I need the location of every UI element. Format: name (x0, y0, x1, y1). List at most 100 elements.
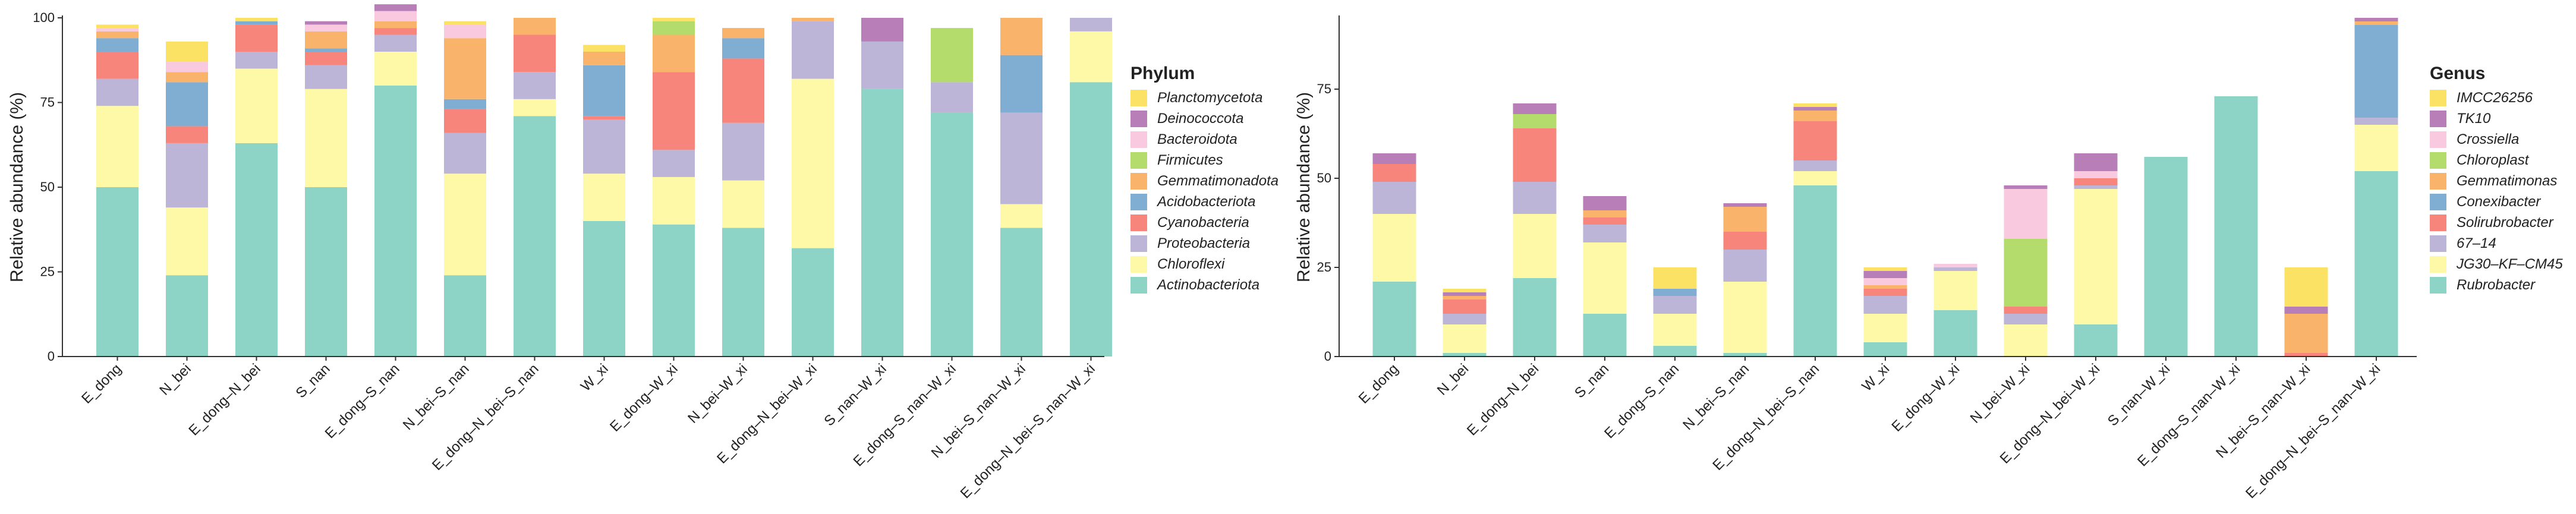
bar-segment-rubrobacter (1583, 314, 1627, 357)
legend-title: Genus (2430, 64, 2485, 83)
x-tick-label: N_bei–S_nan (400, 361, 473, 433)
legend-swatch (1130, 256, 1147, 273)
x-tick-label: N_bei (1434, 361, 1472, 398)
legend-swatch (1130, 90, 1147, 106)
legend-label: Proteobacteria (1157, 235, 1250, 251)
y-tick-label: 75 (1317, 81, 1331, 96)
bar-segment-gemmatimonadota (792, 18, 834, 21)
legend-swatch (1130, 131, 1147, 148)
bar-segment-gemmatimonas (1723, 207, 1767, 232)
bar-segment-jg30-kf-cm45 (2074, 189, 2118, 324)
y-tick-label: 50 (40, 179, 55, 194)
bar-segment-67-14 (1653, 296, 1697, 314)
bar-segment-proteobacteria (1000, 112, 1043, 204)
bar-segment-actinobacteriota (444, 275, 486, 357)
bar-segment-acidobacteriota (235, 21, 278, 25)
x-tick-label: E_dong–W_xi (607, 361, 681, 435)
bar-segment-rubrobacter (2144, 157, 2188, 357)
bar-segment-67-14 (1863, 296, 1907, 314)
legend-label: Gemmatimonas (2457, 173, 2557, 189)
bar-segment-tk10 (1372, 153, 1416, 164)
legend-swatch (1130, 173, 1147, 190)
bar-segment-actinobacteriota (931, 112, 973, 357)
bar-segment-proteobacteria (653, 150, 695, 177)
bar-segment-solirubrobacter (2074, 178, 2118, 185)
bar-segment-solirubrobacter (1443, 299, 1487, 314)
bar-segment-67-14 (2074, 185, 2118, 189)
legend-label: Planctomycetota (1157, 90, 1262, 106)
bar-segment-jg30-kf-cm45 (1443, 324, 1487, 353)
legend-label: Conexibacter (2457, 194, 2541, 210)
bar-segment-chloroflexi (1000, 204, 1043, 228)
bar-segment-chloroplast (2004, 239, 2048, 307)
x-tick-label: E_dong–N_bei–S_nan–W_xi (958, 361, 1098, 502)
legend-label: Gemmatimonadota (1157, 173, 1278, 189)
bar-segment-cyanobacteria (96, 52, 138, 79)
bar-segment-jg30-kf-cm45 (1863, 314, 1907, 342)
x-tick-label: N_bei–W_xi (685, 361, 751, 427)
bar-segment-proteobacteria (792, 21, 834, 79)
legend-label: Firmicutes (1157, 152, 1223, 168)
bar-segment-proteobacteria (722, 122, 764, 181)
bar-segment-firmicutes (653, 21, 695, 35)
bar-segment-gemmatimonas (2354, 21, 2398, 25)
bar-segment-chloroflexi (653, 176, 695, 225)
y-tick-label: 75 (40, 95, 55, 110)
y-tick-label: 100 (33, 10, 55, 25)
bar-segment-jg30-kf-cm45 (1723, 282, 1767, 353)
x-tick-label: W_xi (1859, 361, 1892, 395)
bar-segment-deinococcota (305, 21, 347, 25)
bar-segment-rubrobacter (1793, 185, 1837, 357)
bar-segment-actinobacteriota (1000, 228, 1043, 357)
x-tick-label: S_nan–W_xi (821, 361, 889, 429)
legend-swatch (2430, 173, 2446, 190)
bar-segment-jg30-kf-cm45 (1653, 314, 1697, 346)
bar-segment-cyanobacteria (722, 58, 764, 123)
legend-label: Deinococcota (1157, 111, 1243, 127)
bar-segment-actinobacteriota (1070, 82, 1112, 357)
bar-segment-acidobacteriota (166, 82, 208, 127)
bar-segment-chloroflexi (305, 89, 347, 187)
legend-label: TK10 (2457, 111, 2491, 127)
bar-segment-acidobacteriota (96, 38, 138, 52)
bar-segment-gemmatimonas (1793, 111, 1837, 121)
legend-swatch (2430, 277, 2446, 294)
legend-swatch (2430, 256, 2446, 273)
bar-segment-chloroflexi (1070, 31, 1112, 83)
x-tick-label: E_dong–W_xi (1888, 361, 1963, 435)
bar-segment-tk10 (1513, 103, 1557, 114)
bar-segment-bacteroidota (374, 11, 417, 21)
bar-segment-67-14 (2354, 118, 2398, 125)
x-tick-label: E_dong–S_nan (1601, 361, 1682, 442)
bar-segment-gemmatimonadota (374, 21, 417, 29)
bar-segment-rubrobacter (1443, 353, 1487, 357)
bar-segment-actinobacteriota (235, 143, 278, 357)
legend-swatch (2430, 215, 2446, 231)
bar-segment-jg30-kf-cm45 (1513, 214, 1557, 278)
bar-segment-rubrobacter (1372, 282, 1416, 357)
bar-segment-bacteroidota (96, 28, 138, 31)
bar-segment-proteobacteria (861, 41, 903, 89)
bar-segment-chloroflexi (235, 68, 278, 143)
y-axis-title: Relative abundance (%) (1294, 92, 1314, 282)
bar-segment-crossiella (1863, 278, 1907, 285)
bar-segment-jg30-kf-cm45 (1372, 214, 1416, 282)
bar-segment-actinobacteriota (374, 86, 417, 357)
bar-segment-actinobacteriota (166, 275, 208, 357)
bar-segment-67-14 (1583, 225, 1627, 242)
legend-label: Chloroflexi (1157, 256, 1225, 272)
bar-segment-imcc26256 (1443, 289, 1487, 292)
bar-segment-crossiella (1933, 264, 1977, 267)
bar-segment-chloroflexi (96, 106, 138, 187)
bar-segment-rubrobacter (1933, 310, 1977, 357)
bar-segment-proteobacteria (583, 119, 625, 174)
bar-segment-solirubrobacter (1793, 121, 1837, 160)
bar-segment-tk10 (2074, 153, 2118, 171)
bar-segment-rubrobacter (2074, 324, 2118, 357)
bar-segment-proteobacteria (931, 82, 973, 113)
bar-segment-gemmatimonadota (1000, 18, 1043, 55)
x-tick-label: S_nan (293, 361, 333, 401)
